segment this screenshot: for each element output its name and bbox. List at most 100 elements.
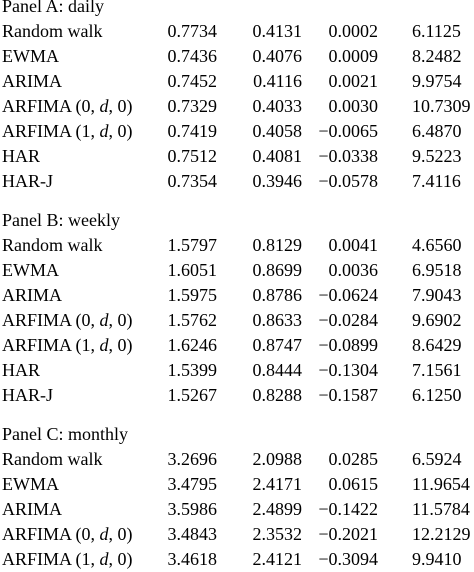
value-cell-4: 6.9518	[412, 260, 462, 280]
table-row: HAR-J 1.5267 0.8288 −0.1587 6.1250	[0, 383, 474, 408]
value-cell-3: 0.0036	[328, 260, 379, 280]
value-cell-3: −0.0338	[318, 146, 378, 166]
model-name: EWMA	[2, 260, 59, 280]
value-cell-4: 11.9654	[412, 474, 470, 494]
value-cell-1: 1.5267	[167, 385, 218, 405]
value-cell-2: 2.4171	[252, 474, 303, 494]
model-name: Random walk	[2, 235, 103, 255]
value-cell-1: 1.6246	[167, 335, 218, 355]
value-cell-2: 0.8288	[252, 385, 303, 405]
value-cell-4: 12.2129	[412, 524, 471, 544]
table-row: ARFIMA (0, d, 0) 1.5762 0.8633 −0.0284 9.690…	[0, 308, 474, 333]
value-cell-1: 0.7354	[167, 171, 218, 191]
value-cell-1: 0.7452	[167, 71, 218, 91]
value-cell-1: 3.4843	[167, 524, 218, 544]
value-cell-3: −0.0065	[318, 121, 378, 141]
value-cell-2: 2.4899	[252, 499, 303, 519]
value-cell-3: 0.0615	[328, 474, 379, 494]
value-cell-3: −0.1304	[318, 360, 378, 380]
value-cell-4: 6.5924	[412, 449, 462, 469]
value-cell-4: 7.4116	[412, 171, 461, 191]
table-row: Random walk 1.5797 0.8129 0.0041 4.6560	[0, 233, 474, 258]
value-cell-2: 0.8699	[252, 260, 303, 280]
value-cell-3: 0.0002	[328, 21, 379, 41]
value-cell-3: −0.2021	[318, 524, 378, 544]
value-cell-1: 3.4618	[167, 549, 218, 569]
value-cell-3: 0.0030	[328, 96, 379, 116]
table-row: Random walk 3.2696 2.0988 0.0285 6.5924	[0, 447, 474, 472]
value-cell-2: 0.8129	[252, 235, 303, 255]
value-cell-2: 0.4081	[252, 146, 303, 166]
value-cell-3: 0.0285	[328, 449, 379, 469]
table-row: EWMA 0.7436 0.4076 0.0009 8.2482	[0, 44, 474, 69]
value-cell-2: 0.3946	[252, 171, 303, 191]
model-name: HAR	[2, 360, 41, 380]
value-cell-2: 0.4033	[252, 96, 303, 116]
value-cell-1: 3.4795	[167, 474, 218, 494]
value-cell-1: 0.7419	[167, 121, 218, 141]
panel-gap	[0, 194, 474, 208]
value-cell-4: 6.1125	[412, 21, 461, 41]
value-cell-4: 6.1250	[412, 385, 462, 405]
value-cell-3: −0.1422	[318, 499, 378, 519]
value-cell-3: −0.0284	[318, 310, 378, 330]
table-row: ARIMA 3.5986 2.4899 −0.1422 11.5784	[0, 497, 474, 522]
model-name: ARIMA	[2, 285, 63, 305]
value-cell-3: −0.1587	[318, 385, 378, 405]
panel-gap	[0, 408, 474, 422]
table-row: ARIMA 1.5975 0.8786 −0.0624 7.9043	[0, 283, 474, 308]
value-cell-1: 0.7329	[167, 96, 218, 116]
panel-title: Panel C: monthly	[2, 424, 128, 444]
value-cell-2: 0.4058	[252, 121, 303, 141]
value-cell-2: 2.0988	[252, 449, 303, 469]
value-cell-2: 0.8444	[252, 360, 303, 380]
value-cell-3: 0.0041	[328, 235, 379, 255]
value-cell-4: 9.5223	[412, 146, 462, 166]
model-name: EWMA	[2, 46, 59, 66]
model-name: ARFIMA (1, d, 0)	[2, 335, 133, 355]
value-cell-4: 9.6902	[412, 310, 462, 330]
value-cell-4: 10.7309	[412, 96, 471, 116]
value-cell-2: 0.4076	[252, 46, 303, 66]
value-cell-4: 7.9043	[412, 285, 462, 305]
model-name: HAR	[2, 146, 41, 166]
panel-title: Panel B: weekly	[2, 210, 120, 230]
model-name: ARIMA	[2, 71, 63, 91]
table-row: EWMA 1.6051 0.8699 0.0036 6.9518	[0, 258, 474, 283]
table-row: ARFIMA (1, d, 0) 0.7419 0.4058 −0.0065 6.487…	[0, 119, 474, 144]
value-cell-4: 8.2482	[412, 46, 462, 66]
value-cell-3: 0.0009	[328, 46, 379, 66]
value-cell-3: 0.0021	[328, 71, 379, 91]
value-cell-2: 0.4131	[252, 21, 303, 41]
value-cell-4: 9.9754	[412, 71, 462, 91]
value-cell-1: 1.5975	[167, 285, 218, 305]
model-name: ARFIMA (1, d, 0)	[2, 549, 133, 569]
table-row: HAR-J 0.7354 0.3946 −0.0578 7.4116	[0, 169, 474, 194]
model-name: ARIMA	[2, 499, 63, 519]
model-name: HAR-J	[2, 385, 54, 405]
model-name: ARFIMA (0, d, 0)	[2, 310, 133, 330]
value-cell-2: 2.3532	[252, 524, 303, 544]
model-name: EWMA	[2, 474, 59, 494]
value-cell-4: 7.1561	[412, 360, 462, 380]
table-row: EWMA 3.4795 2.4171 0.0615 11.9654	[0, 472, 474, 497]
model-name: ARFIMA (0, d, 0)	[2, 524, 133, 544]
model-name: Random walk	[2, 449, 103, 469]
value-cell-1: 0.7734	[167, 21, 218, 41]
value-cell-1: 0.7512	[167, 146, 218, 166]
table-row: ARIMA 0.7452 0.4116 0.0021 9.9754	[0, 69, 474, 94]
panel-title: Panel A: daily	[2, 0, 104, 16]
value-cell-2: 0.8747	[252, 335, 303, 355]
value-cell-1: 0.7436	[167, 46, 218, 66]
value-cell-3: −0.3094	[318, 549, 378, 569]
value-cell-1: 3.5986	[167, 499, 218, 519]
value-cell-4: 6.4870	[412, 121, 462, 141]
value-cell-4: 9.9410	[412, 549, 462, 569]
value-cell-2: 2.4121	[252, 549, 303, 569]
value-cell-3: −0.0624	[318, 285, 378, 305]
table-row: ARFIMA (1, d, 0) 1.6246 0.8747 −0.0899 8.642…	[0, 333, 474, 358]
value-cell-2: 0.4116	[253, 71, 302, 91]
value-cell-3: −0.0899	[318, 335, 378, 355]
table-row: HAR 1.5399 0.8444 −0.1304 7.1561	[0, 358, 474, 383]
table-row: HAR 0.7512 0.4081 −0.0338 9.5223	[0, 144, 474, 169]
